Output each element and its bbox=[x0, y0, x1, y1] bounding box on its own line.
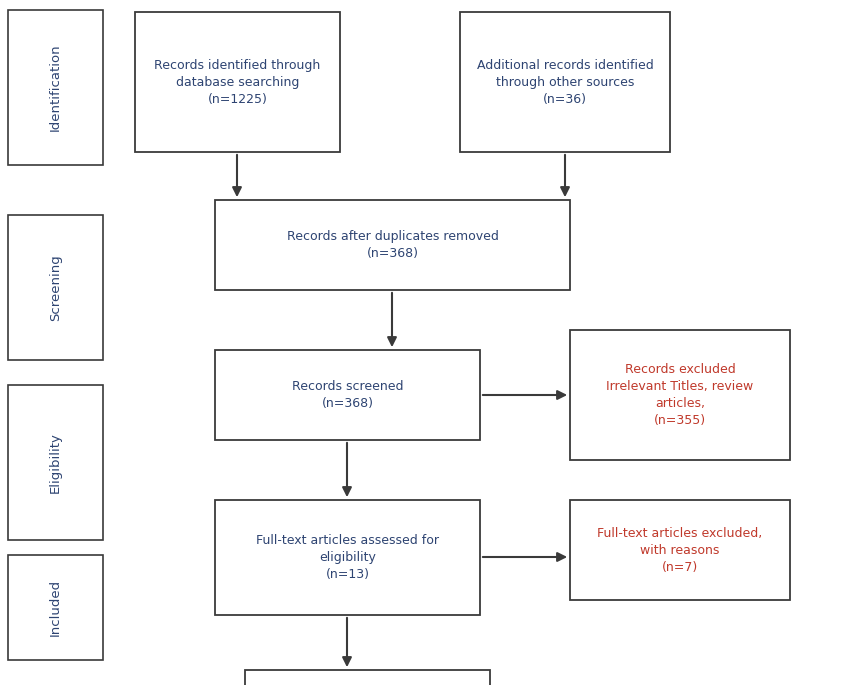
Text: Records identified through
database searching
(n=1225): Records identified through database sear… bbox=[154, 58, 320, 105]
Text: Records screened
(n=368): Records screened (n=368) bbox=[291, 380, 403, 410]
Text: Additional records identified
through other sources
(n=36): Additional records identified through ot… bbox=[476, 58, 653, 105]
Text: Records excluded
Irrelevant Titles, review
articles,
(n=355): Records excluded Irrelevant Titles, revi… bbox=[607, 363, 754, 427]
Bar bbox=[570, 500, 790, 600]
Bar bbox=[460, 12, 670, 152]
Bar bbox=[215, 500, 480, 615]
Bar bbox=[215, 350, 480, 440]
Bar bbox=[135, 12, 340, 152]
Bar bbox=[8, 385, 103, 540]
Bar bbox=[570, 330, 790, 460]
Text: Records after duplicates removed
(n=368): Records after duplicates removed (n=368) bbox=[286, 230, 498, 260]
Bar bbox=[8, 10, 103, 165]
Bar bbox=[215, 200, 570, 290]
Text: Full-text articles excluded,
with reasons
(n=7): Full-text articles excluded, with reason… bbox=[597, 527, 763, 573]
Text: Full-text articles assessed for
eligibility
(n=13): Full-text articles assessed for eligibil… bbox=[256, 534, 439, 581]
Text: Screening: Screening bbox=[49, 254, 62, 321]
Bar bbox=[8, 555, 103, 660]
Bar bbox=[245, 670, 490, 685]
Text: Included: Included bbox=[49, 579, 62, 636]
Text: Eligibility: Eligibility bbox=[49, 432, 62, 493]
Bar bbox=[8, 215, 103, 360]
Text: Identification: Identification bbox=[49, 44, 62, 132]
